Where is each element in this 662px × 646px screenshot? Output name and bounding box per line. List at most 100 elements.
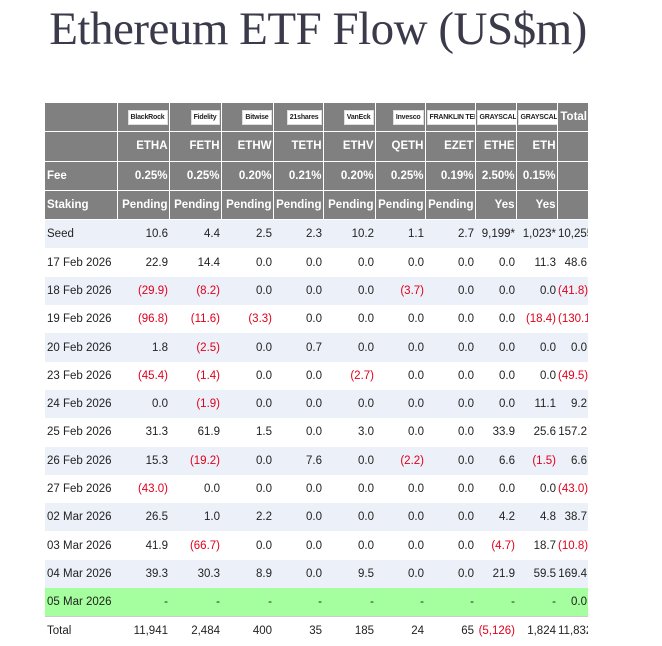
staking-cell: Pending (221, 190, 274, 221)
flow-cell: 0.0 (408, 369, 424, 382)
row-label: 19 Feb 2026 (47, 313, 112, 326)
staking-cell: Pending (117, 190, 170, 221)
flow-cell: 2.7 (425, 219, 475, 249)
ticker-label-cell (45, 131, 118, 162)
flow-cell: 0.0 (458, 426, 474, 439)
table-row: 20 Feb 2026 1.8 (2.5) 0.0 0.7 0.0 0.0 0.0 0.0 0.0… (45, 333, 588, 362)
flow-cell: 18.7 (533, 539, 556, 552)
flow-cell: 0.0 (256, 483, 272, 495)
header-logo-row: BlackRock Fidelity Bitwise 21shares VanEck In… (45, 103, 588, 133)
row-label: Total (45, 616, 117, 646)
flow-cell: - (323, 588, 375, 617)
flow-cell: 0.0 (499, 483, 515, 495)
flow-cell: 0.0 (256, 369, 272, 382)
flow-cell: 3.0 (358, 426, 374, 439)
total-row: Total 11,941 2,484 400 35 185 24 65 (5,126) 1,824… (45, 616, 588, 646)
flow-cell: (11.6) (190, 313, 220, 326)
table-row: 17 Feb 2026 22.9 14.4 0.0 0.0 0.0 0.0 0.0 0.0 11.… (45, 248, 588, 276)
row-label: Seed (45, 219, 117, 249)
row-label: 17 Feb 2026 (47, 256, 112, 269)
row-total-cell: 0.0 (557, 588, 588, 617)
table-row: 05 Mar 2026- - - - - - - - -0.0 (45, 588, 588, 617)
flow-cell: 0.0 (375, 333, 425, 362)
flow-cell: 4.4 (169, 219, 221, 249)
flow-cell: 9.5 (323, 559, 375, 589)
flow-cell: 0.0 (425, 389, 475, 419)
flow-cell: 4.2 (475, 503, 516, 532)
flow-cell: (8.2) (169, 276, 221, 306)
flow-cell: 1,023* (516, 219, 557, 249)
flow-cell: 0.0 (204, 483, 220, 495)
issuer-logo-cell: Fidelity (169, 103, 222, 133)
flow-cell: 21.9 (475, 559, 516, 589)
flow-cell: (5,126) (475, 616, 516, 646)
flow-cell: 0.0 (273, 559, 323, 589)
issuer-logo-cell: BlackRock (117, 103, 170, 133)
row-total-cell: (130.1) (558, 313, 588, 326)
fee-cell: 0.25% (169, 161, 222, 191)
fee-cell: 0.15% (516, 161, 558, 191)
flow-cell: (18.4) (525, 313, 556, 326)
flow-cell: - (475, 588, 516, 617)
table-row: 23 Feb 2026 (45.4) (1.4) 0.0 0.0 (2.7) 0.0 0.0 0… (45, 362, 588, 390)
row-total-cell: 48.6 (564, 256, 587, 269)
fee-total-cell (557, 161, 588, 191)
row-label: 03 Mar 2026 (47, 539, 112, 552)
flow-cell: (1.9) (169, 389, 221, 419)
flow-cell: 0.0 (425, 276, 475, 306)
flow-cell: 0.0 (458, 369, 474, 382)
flow-cell: (4.7) (491, 539, 515, 552)
fee-cell: 0.25% (117, 161, 170, 191)
issuer-logo-cell: GRAYSCALE (475, 103, 517, 133)
flow-cell: 11.1 (516, 389, 557, 419)
row-total-cell: 169.4 (557, 559, 588, 589)
flow-cell: 0.0 (425, 559, 475, 589)
flow-cell: 0.0 (306, 539, 322, 552)
row-label: 05 Mar 2026 (45, 588, 117, 617)
issuer-logo: Bitwise (242, 109, 272, 125)
flow-cell: (2.7) (350, 369, 374, 382)
row-label: 26 Feb 2026 (45, 446, 117, 475)
etf-flow-table: BlackRock Fidelity Bitwise 21shares VanEck In… (45, 103, 588, 646)
ticker-cell: EZET (425, 131, 476, 162)
flow-cell: 0.0 (425, 503, 475, 532)
flow-cell: 0.0 (256, 539, 272, 552)
table-row: 26 Feb 2026 15.3 (19.2) 0.0 7.6 0.0 (2.2) 0.0 6.… (45, 446, 588, 475)
row-total-cell: 6.6 (557, 446, 588, 475)
flow-cell: 2.2 (221, 503, 273, 532)
flow-cell: 0.0 (375, 389, 425, 419)
flow-cell: 0.0 (273, 503, 323, 532)
flow-cell: - (273, 588, 323, 617)
flow-cell: 0.0 (323, 333, 375, 362)
flow-cell: 25.6 (533, 426, 556, 439)
flow-cell: 0.0 (458, 539, 474, 552)
flow-cell: 0.0 (408, 483, 424, 495)
header-fee-row: Fee 0.25% 0.25% 0.20% 0.21% 0.20% 0.25% 0.19% 2.… (45, 161, 588, 191)
flow-cell: 0.0 (516, 276, 557, 306)
row-total-cell: 157.2 (558, 426, 587, 439)
ticker-cell: ETHE (475, 131, 517, 162)
flow-cell: 9,199* (475, 219, 516, 249)
issuer-logo: BlackRock (127, 109, 168, 125)
flow-cell: 0.0 (358, 483, 374, 495)
staking-cell: Pending (425, 190, 476, 221)
ticker-cell: TETH (273, 131, 324, 162)
issuer-logo: Invesco (392, 109, 424, 125)
flow-cell: 0.0 (425, 446, 475, 475)
flow-cell: 0.0 (306, 256, 322, 269)
flow-cell: (1.4) (196, 369, 220, 382)
flow-cell: 0.0 (408, 426, 424, 439)
flow-cell: 11.3 (534, 256, 556, 269)
issuer-logo-cell: GRAYSCALE (516, 103, 558, 133)
staking-total-cell (557, 190, 588, 221)
flow-cell: 1,824 (516, 616, 557, 646)
flow-cell: 1.5 (256, 426, 272, 439)
flow-cell: (19.2) (169, 446, 221, 475)
flow-cell: 26.5 (117, 503, 169, 532)
flow-cell: - (375, 588, 425, 617)
flow-cell: 0.0 (458, 483, 474, 495)
issuer-logo-cell: Invesco (375, 103, 426, 133)
table-row: 24 Feb 2026 0.0 (1.9) 0.0 0.0 0.0 0.0 0.0 0.0 11.… (45, 389, 588, 419)
flow-cell: 0.0 (475, 389, 516, 419)
row-total-cell: (43.0) (558, 483, 588, 495)
